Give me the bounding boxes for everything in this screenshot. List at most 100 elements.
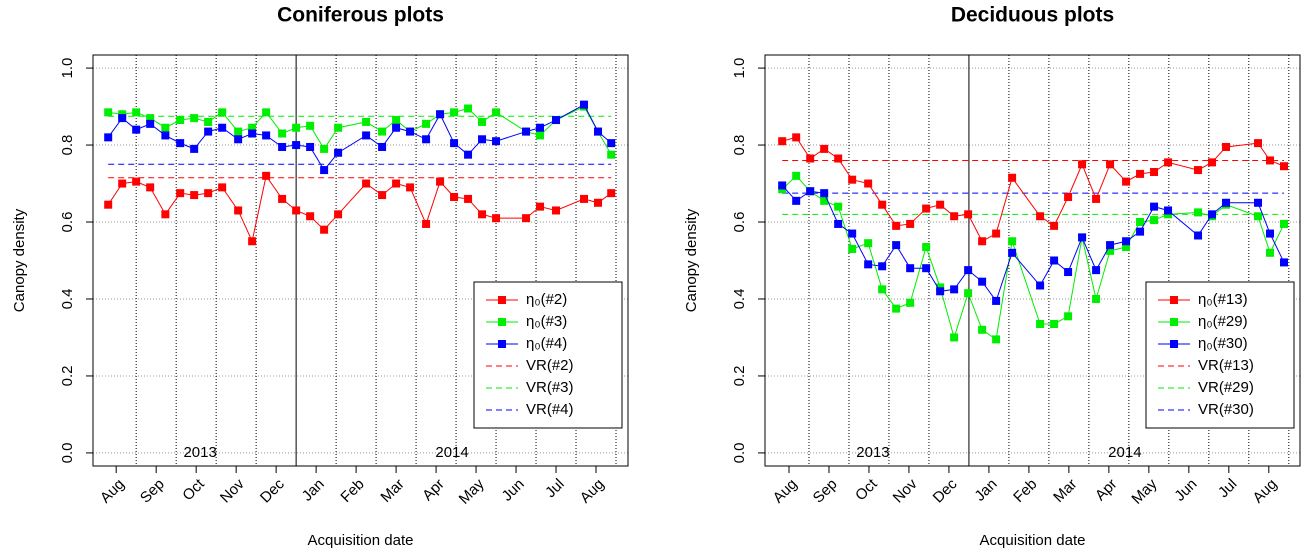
plot-frame xyxy=(92,54,629,467)
data-point xyxy=(422,135,431,144)
y-tick-label: 0.2 xyxy=(731,366,748,387)
x-tick-label: Mar xyxy=(377,476,407,506)
series-line xyxy=(782,136,1285,242)
data-point xyxy=(1208,158,1217,167)
data-point xyxy=(834,154,843,163)
data-point xyxy=(218,183,227,192)
data-point xyxy=(992,335,1001,344)
data-point xyxy=(864,239,873,248)
x-tick-label: Aug xyxy=(770,476,801,507)
data-point xyxy=(607,150,616,159)
data-point xyxy=(1092,194,1101,203)
data-point xyxy=(1092,266,1101,275)
data-point xyxy=(1164,206,1173,215)
data-point xyxy=(320,225,329,234)
data-point xyxy=(936,200,945,209)
data-point xyxy=(1222,142,1231,151)
data-point xyxy=(118,114,127,123)
data-point xyxy=(1280,258,1289,267)
data-point xyxy=(392,123,401,132)
data-point xyxy=(906,264,915,273)
data-point xyxy=(1064,193,1073,202)
data-point xyxy=(450,193,459,202)
data-point xyxy=(161,210,170,219)
data-point xyxy=(234,135,243,144)
data-point xyxy=(820,189,829,198)
data-point xyxy=(950,333,959,342)
x-tick-label: May xyxy=(456,475,488,507)
data-point xyxy=(278,142,287,151)
data-point xyxy=(964,210,973,219)
y-tick-label: 0.6 xyxy=(59,212,76,233)
data-point xyxy=(536,202,545,211)
legend-marker xyxy=(1170,340,1178,348)
data-point xyxy=(436,110,445,119)
data-point xyxy=(378,142,387,151)
data-point xyxy=(146,183,155,192)
y-tick-label: 0.2 xyxy=(59,366,76,387)
data-point xyxy=(922,204,931,213)
data-point xyxy=(1222,198,1231,207)
x-tick-label: Jul xyxy=(542,476,568,502)
data-point xyxy=(436,177,445,186)
x-tick-label: Mar xyxy=(1050,476,1080,506)
data-point xyxy=(607,139,616,148)
data-point xyxy=(1254,198,1263,207)
data-point xyxy=(792,196,801,205)
y-tick-label: 0.0 xyxy=(59,442,76,463)
legend-marker xyxy=(1170,296,1178,304)
data-point xyxy=(320,144,329,153)
data-point xyxy=(892,304,901,313)
data-point xyxy=(536,131,545,140)
data-point xyxy=(176,116,185,125)
data-point xyxy=(406,183,415,192)
data-point xyxy=(848,175,857,184)
data-point xyxy=(792,133,801,142)
data-point xyxy=(1064,312,1073,321)
data-point xyxy=(992,229,1001,238)
data-point xyxy=(292,141,301,150)
x-tick-label: Apr xyxy=(1092,476,1121,505)
data-point xyxy=(950,285,959,294)
data-point xyxy=(292,123,301,132)
data-point xyxy=(1194,208,1203,217)
x-tick-label: Sep xyxy=(810,476,841,507)
y-tick-label: 0.4 xyxy=(731,289,748,310)
legend-marker xyxy=(498,318,506,326)
y-tick-label: 0.4 xyxy=(59,289,76,310)
legend-marker xyxy=(498,340,506,348)
data-point xyxy=(104,200,113,209)
data-point xyxy=(334,148,343,157)
data-point xyxy=(778,181,787,190)
legend-label: η₀(#29) xyxy=(1198,313,1248,330)
data-point xyxy=(552,116,561,125)
data-point xyxy=(964,266,973,275)
data-point xyxy=(176,139,185,148)
data-point xyxy=(1008,248,1017,257)
data-point xyxy=(248,123,257,132)
legend-marker xyxy=(1170,318,1178,326)
data-point xyxy=(248,129,257,138)
y-axis-label: Canopy density xyxy=(11,208,28,312)
data-point xyxy=(218,108,227,117)
x-tick-label: Oct xyxy=(179,475,208,504)
data-point xyxy=(464,194,473,203)
data-point xyxy=(392,116,401,125)
data-point xyxy=(234,127,243,136)
legend-label: VR(#13) xyxy=(1198,357,1254,374)
data-point xyxy=(278,194,287,203)
data-point xyxy=(1280,162,1289,171)
data-point xyxy=(422,119,431,128)
data-point xyxy=(1136,169,1145,178)
x-tick-label: Feb xyxy=(1010,476,1040,506)
data-point xyxy=(334,210,343,219)
data-point xyxy=(406,127,415,136)
x-tick-label: Sep xyxy=(137,476,168,507)
data-point xyxy=(190,144,199,153)
data-point xyxy=(964,289,973,298)
data-point xyxy=(146,119,155,128)
year-label: 2013 xyxy=(856,444,889,461)
x-tick-label: Aug xyxy=(1250,476,1281,507)
data-point xyxy=(320,166,329,175)
data-point xyxy=(118,179,127,188)
